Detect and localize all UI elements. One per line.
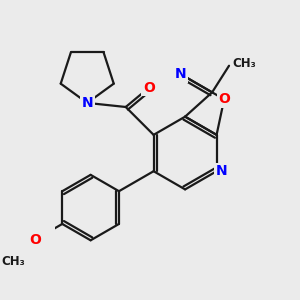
Text: O: O: [29, 233, 41, 247]
Text: N: N: [81, 96, 93, 110]
Text: N: N: [175, 67, 186, 81]
Text: O: O: [143, 81, 155, 94]
Text: N: N: [216, 164, 227, 178]
Text: CH₃: CH₃: [232, 57, 256, 70]
Text: O: O: [218, 92, 230, 106]
Text: CH₃: CH₃: [1, 255, 25, 268]
